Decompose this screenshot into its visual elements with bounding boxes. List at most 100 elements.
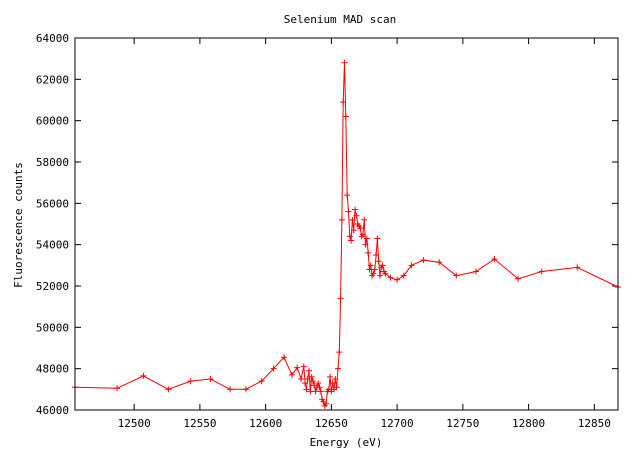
chart-title: Selenium MAD scan — [284, 13, 397, 26]
data-point — [298, 376, 305, 382]
data-point — [408, 262, 415, 269]
data-point — [346, 233, 353, 240]
y-tick-label: 62000 — [36, 73, 69, 86]
x-tick-label: 12500 — [118, 417, 151, 430]
data-point — [377, 272, 384, 279]
plot-lines — [74, 62, 619, 408]
data-point — [345, 208, 352, 215]
data-point — [323, 400, 330, 407]
data-point — [341, 59, 348, 66]
x-tick-label: 12700 — [381, 417, 414, 430]
data-point — [387, 274, 394, 281]
data-point — [302, 380, 309, 387]
data-point — [370, 270, 377, 277]
data-point — [187, 378, 194, 385]
data-point — [348, 237, 355, 244]
data-point — [538, 268, 545, 275]
y-tick-label: 64000 — [36, 32, 69, 45]
data-point — [371, 266, 378, 273]
data-point — [361, 216, 368, 223]
data-point — [574, 264, 581, 271]
data-point — [336, 349, 343, 356]
data-point — [317, 388, 324, 395]
data-point — [227, 386, 234, 393]
data-point — [344, 192, 351, 199]
x-tick-label: 12650 — [315, 417, 348, 430]
data-point — [337, 295, 344, 302]
data-point — [114, 385, 121, 392]
data-point — [307, 388, 314, 395]
y-tick-label: 52000 — [36, 280, 69, 293]
x-tick-label: 12750 — [446, 417, 479, 430]
x-tick-label: 12850 — [578, 417, 611, 430]
data-point — [420, 257, 427, 264]
data-point — [436, 259, 443, 266]
x-tick-label: 12550 — [183, 417, 216, 430]
x-tick-label: 12800 — [512, 417, 545, 430]
data-point — [334, 365, 341, 372]
data-point — [333, 384, 340, 391]
data-point — [242, 386, 249, 393]
data-point — [357, 225, 364, 232]
data-point — [367, 262, 374, 269]
data-point — [303, 386, 310, 393]
data-point — [340, 99, 347, 106]
data-point — [300, 363, 307, 370]
plot-frame — [74, 37, 619, 411]
data-point — [362, 241, 369, 248]
data-point — [491, 256, 498, 263]
data-point — [270, 365, 277, 372]
x-axis-label: Energy (eV) — [310, 436, 383, 449]
data-point — [374, 235, 381, 242]
plot-markers — [72, 59, 621, 409]
data-point — [140, 372, 147, 379]
y-axis-label: Fluorescence counts — [12, 162, 25, 288]
data-point — [329, 380, 336, 387]
data-point — [281, 354, 288, 361]
data-point — [342, 113, 349, 120]
data-point — [312, 388, 319, 395]
data-point — [375, 258, 382, 265]
data-point — [379, 262, 386, 269]
data-point — [373, 252, 380, 258]
data-point — [327, 373, 334, 380]
x-tick-label: 12600 — [249, 417, 282, 430]
data-point — [309, 378, 316, 385]
data-point — [315, 380, 322, 387]
data-point — [306, 367, 313, 374]
axes-ticks: 12500 12550 12600 12650 12700 12750 12800 12850… — [36, 32, 618, 430]
data-point — [394, 276, 401, 283]
y-tick-label: 46000 — [36, 404, 69, 417]
data-point — [258, 378, 265, 385]
data-point — [288, 371, 295, 378]
data-point — [165, 386, 172, 393]
data-point — [207, 376, 214, 382]
data-point — [515, 275, 522, 282]
data-point — [453, 272, 460, 279]
y-tick-label: 54000 — [36, 239, 69, 252]
data-point — [308, 373, 315, 380]
y-tick-label: 56000 — [36, 197, 69, 210]
data-point — [363, 235, 370, 242]
data-point — [304, 376, 311, 382]
data-point — [473, 268, 480, 275]
data-point — [352, 206, 359, 213]
y-tick-label: 50000 — [36, 321, 69, 334]
data-point — [332, 376, 339, 382]
data-point — [365, 249, 372, 256]
data-point — [349, 216, 356, 223]
y-tick-label: 48000 — [36, 363, 69, 376]
data-point — [353, 212, 360, 219]
data-point — [400, 272, 407, 279]
y-tick-label: 58000 — [36, 156, 69, 169]
y-tick-label: 60000 — [36, 115, 69, 128]
data-point — [350, 227, 357, 234]
data-point — [359, 231, 366, 238]
series-line — [74, 62, 619, 408]
data-point — [294, 364, 301, 371]
data-point — [366, 266, 373, 273]
data-point — [316, 384, 323, 391]
data-point — [382, 270, 389, 277]
data-point — [338, 216, 345, 223]
